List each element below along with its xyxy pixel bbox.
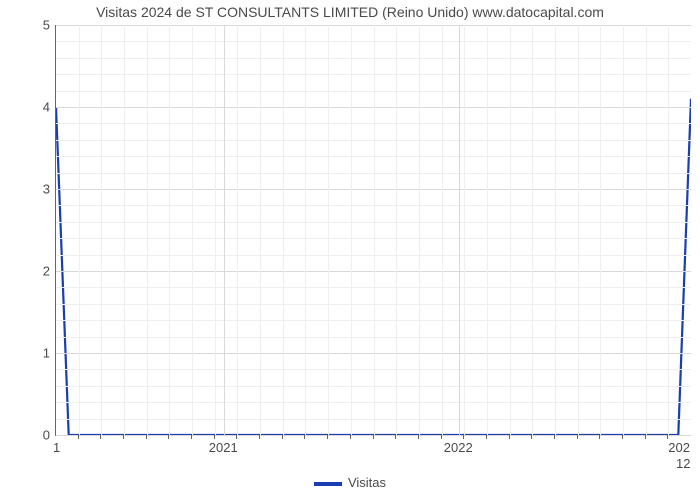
x-grid-minor — [532, 25, 533, 435]
x-minor-tick — [531, 435, 532, 439]
x-grid-minor — [237, 25, 238, 435]
x-minor-tick — [645, 435, 646, 439]
x-minor-tick — [214, 435, 215, 439]
x-tick-label: 2021 — [209, 440, 238, 455]
y-tick-label: 2 — [20, 264, 50, 279]
x-grid-minor — [215, 25, 216, 435]
y-tick-label: 4 — [20, 100, 50, 115]
legend-swatch — [314, 482, 342, 486]
x-minor-tick — [395, 435, 396, 439]
x-minor-tick — [327, 435, 328, 439]
x-grid-minor — [623, 25, 624, 435]
x-grid-minor — [374, 25, 375, 435]
plot-area — [55, 25, 691, 436]
legend-label: Visitas — [348, 475, 386, 490]
x-grid-minor — [464, 25, 465, 435]
x-grid-minor — [283, 25, 284, 435]
x-grid-minor — [147, 25, 148, 435]
x-grid-major — [459, 25, 460, 435]
x-right-label: 12 — [676, 456, 690, 471]
x-grid-minor — [646, 25, 647, 435]
x-minor-tick — [259, 435, 260, 439]
x-grid-minor — [305, 25, 306, 435]
x-grid-minor — [555, 25, 556, 435]
x-minor-tick — [441, 435, 442, 439]
x-minor-tick — [554, 435, 555, 439]
chart-title: Visitas 2024 de ST CONSULTANTS LIMITED (… — [0, 4, 700, 20]
x-minor-tick — [350, 435, 351, 439]
legend: Visitas — [0, 475, 700, 490]
x-minor-tick — [577, 435, 578, 439]
x-grid-minor — [487, 25, 488, 435]
x-minor-tick — [236, 435, 237, 439]
x-grid-major — [224, 25, 225, 435]
x-tick-label: 202 — [668, 440, 690, 455]
x-minor-tick — [418, 435, 419, 439]
y-tick-label: 5 — [20, 18, 50, 33]
y-grid-major — [56, 435, 691, 436]
x-grid-minor — [192, 25, 193, 435]
x-grid-minor — [600, 25, 601, 435]
x-grid-minor — [260, 25, 261, 435]
x-grid-minor — [351, 25, 352, 435]
x-minor-tick — [146, 435, 147, 439]
x-minor-tick — [463, 435, 464, 439]
x-grid-minor — [510, 25, 511, 435]
x-grid-minor — [124, 25, 125, 435]
x-minor-tick — [304, 435, 305, 439]
x-grid-minor — [101, 25, 102, 435]
x-grid-minor — [79, 25, 80, 435]
x-minor-tick — [667, 435, 668, 439]
x-minor-tick — [599, 435, 600, 439]
x-minor-tick — [123, 435, 124, 439]
x-minor-tick — [622, 435, 623, 439]
x-minor-tick — [168, 435, 169, 439]
x-left-label: 1 — [53, 440, 60, 455]
x-grid-minor — [169, 25, 170, 435]
x-minor-tick — [282, 435, 283, 439]
y-tick-label: 3 — [20, 182, 50, 197]
x-grid-minor — [419, 25, 420, 435]
x-minor-tick — [78, 435, 79, 439]
x-grid-minor — [668, 25, 669, 435]
x-tick-label: 2022 — [444, 440, 473, 455]
x-grid-minor — [396, 25, 397, 435]
x-grid-minor — [328, 25, 329, 435]
x-grid-minor — [442, 25, 443, 435]
y-tick-label: 1 — [20, 346, 50, 361]
y-tick-label: 0 — [20, 428, 50, 443]
x-minor-tick — [509, 435, 510, 439]
x-grid-minor — [578, 25, 579, 435]
x-minor-tick — [373, 435, 374, 439]
x-minor-tick — [191, 435, 192, 439]
x-minor-tick — [100, 435, 101, 439]
x-minor-tick — [486, 435, 487, 439]
